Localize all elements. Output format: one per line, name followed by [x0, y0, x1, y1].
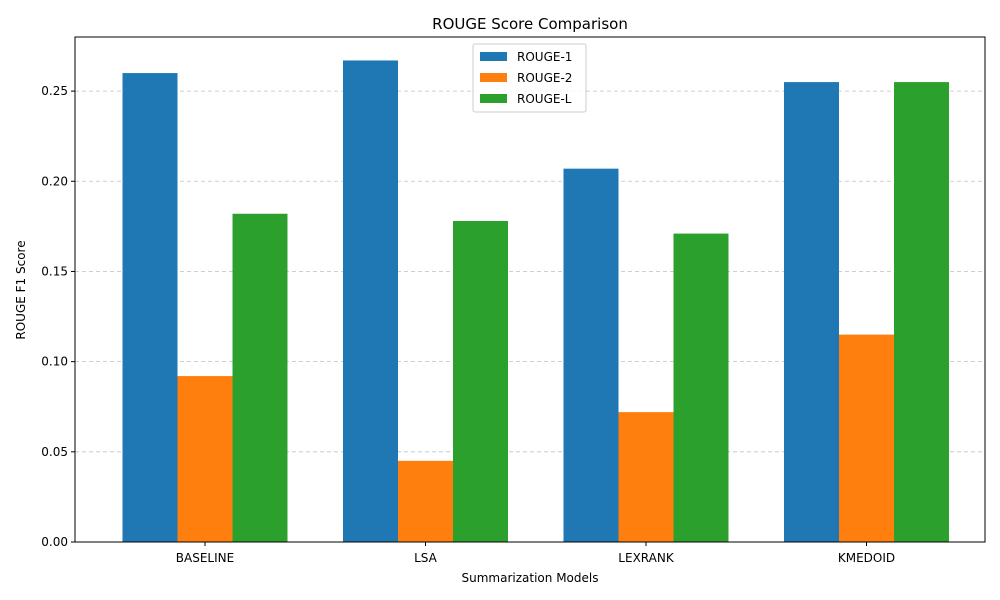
x-axis-label: Summarization Models [462, 571, 599, 585]
legend-label: ROUGE-L [517, 92, 572, 106]
bar-rouge-l-lexrank [673, 233, 729, 542]
x-tick-label: BASELINE [176, 551, 234, 565]
x-tick-label: KMEDOID [838, 551, 895, 565]
y-tick-label: 0.25 [41, 84, 68, 98]
legend-swatch-rouge-1 [480, 52, 507, 61]
bar-rouge-1-kmedoid [784, 82, 839, 542]
x-axis-ticks: BASELINE LSA LEXRANK KMEDOID [176, 542, 895, 565]
legend-swatch-rouge-2 [480, 73, 507, 82]
legend-label: ROUGE-2 [517, 71, 572, 85]
y-tick-label: 0.05 [41, 445, 68, 459]
bar-rouge-l-baseline [232, 213, 288, 542]
bar-rouge-2-lexrank [618, 412, 674, 542]
bars [122, 60, 949, 543]
x-tick-label: LSA [414, 551, 438, 565]
y-tick-label: 0.10 [41, 355, 68, 369]
y-axis-ticks: 0.00 0.05 0.10 0.15 0.20 0.25 [41, 84, 75, 549]
bar-rouge-1-baseline [122, 73, 178, 543]
y-tick-label: 0.15 [41, 264, 68, 278]
bar-rouge-1-lsa [343, 60, 398, 542]
chart-title: ROUGE Score Comparison [432, 15, 628, 33]
legend-swatch-rouge-l [480, 94, 507, 103]
bar-rouge-2-baseline [177, 376, 233, 542]
legend: ROUGE-1 ROUGE-2 ROUGE-L [472, 43, 587, 113]
y-tick-label: 0.00 [41, 535, 68, 549]
bar-rouge-l-lsa [453, 220, 508, 542]
legend-label: ROUGE-1 [517, 50, 572, 64]
bar-rouge-l-kmedoid [894, 82, 949, 542]
bar-rouge-2-kmedoid [839, 334, 894, 542]
y-axis-label: ROUGE F1 Score [14, 240, 28, 339]
plot-frame [74, 36, 986, 543]
bar-rouge-1-lexrank [563, 168, 619, 543]
y-tick-label: 0.20 [41, 174, 68, 188]
bar-rouge-2-lsa [398, 460, 453, 542]
x-tick-label: LEXRANK [618, 551, 675, 565]
